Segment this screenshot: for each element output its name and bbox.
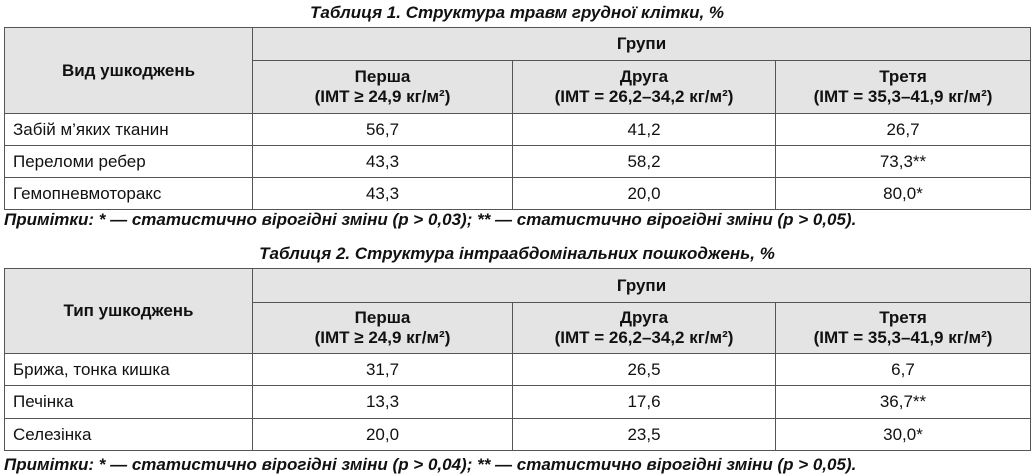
group-column-header: Третя (ІМТ = 35,3–41,9 кг/м²) [775,302,1031,354]
cell-value: 26,5 [512,353,776,386]
data-row: Селезінка 20,0 23,5 30,0* [4,418,1031,451]
table-note: Примітки: * — статистично вірогідні змін… [4,455,857,474]
row-label-header: Тип ушкоджень [4,268,253,354]
cell-value: 31,7 [252,353,513,386]
group-column-header: Третя (ІМТ = 35,3–41,9 кг/м²) [775,60,1031,114]
group-column-header: Друга (ІМТ = 26,2–34,2 кг/м²) [512,302,776,354]
cell-value: 80,0* [775,177,1031,210]
group-name: Третя [879,67,927,86]
group-bmi: (ІМТ = 26,2–34,2 кг/м²) [554,87,734,106]
cell-value: 17,6 [512,385,776,419]
cell-value: 43,3 [252,177,513,210]
row-label: Гемопневмоторакс [4,177,253,210]
data-row: Печінка 13,3 17,6 36,7** [4,385,1031,419]
cell-value: 23,5 [512,418,776,451]
row-label: Брижа, тонка кишка [4,353,253,386]
cell-value: 26,7 [775,113,1031,146]
group-header: Групи [252,268,1031,303]
cell-value: 20,0 [252,418,513,451]
cell-value: 20,0 [512,177,776,210]
group-name: Друга [619,67,669,86]
cell-value: 43,3 [252,145,513,178]
group-name: Третя [879,308,927,327]
data-row: Брижа, тонка кишка 31,7 26,5 6,7 [4,353,1031,386]
table-note: Примітки: * — статистично вірогідні змін… [4,210,857,229]
table-title: Таблиця 2. Структура інтраабдомінальних … [259,244,775,263]
group-name: Перша [354,67,411,86]
group-column-header: Перша (ІМТ ≥ 24,9 кг/м²) [252,302,513,354]
header-row: Вид ушкоджень Групи [4,27,1031,114]
group-bmi: (ІМТ ≥ 24,9 кг/м²) [314,328,451,347]
cell-value: 73,3** [775,145,1031,178]
row-label: Забій м’яких тканин [4,113,253,146]
cell-value: 56,7 [252,113,513,146]
header-row: Перша (ІМТ ≥ 24,9 кг/м²) Друга (ІМТ = 26,2–… [5,60,1031,114]
cell-value: 6,7 [775,353,1031,386]
cell-value: 30,0* [775,418,1031,451]
row-label: Переломи ребер [4,145,253,178]
data-table: Тип ушкоджень Групи Перша (ІМТ ≥ 24,9 кг/м²… [4,268,1031,451]
data-row: Забій м’яких тканин 56,7 41,2 26,7 [4,113,1031,146]
header-row: Перша (ІМТ ≥ 24,9 кг/м²) Друга (ІМТ = 26,2–… [5,302,1031,354]
group-bmi: (ІМТ ≥ 24,9 кг/м²) [314,87,451,106]
cell-value: 41,2 [512,113,776,146]
group-header: Групи [252,27,1031,61]
header-row: Тип ушкоджень Групи [4,268,1031,354]
data-row: Гемопневмоторакс 43,3 20,0 80,0* [4,177,1031,210]
group-bmi: (ІМТ = 35,3–41,9 кг/м²) [813,328,993,347]
data-table: Вид ушкоджень Групи Перша (ІМТ ≥ 24,9 кг/м²… [4,27,1031,210]
group-column-header: Друга (ІМТ = 26,2–34,2 кг/м²) [512,60,776,114]
cell-value: 36,7** [775,385,1031,419]
row-label-header: Вид ушкоджень [4,27,253,114]
table-title: Таблиця 1. Структура травм грудної клітк… [309,3,725,22]
group-name: Друга [619,308,669,327]
group-column-header: Перша (ІМТ ≥ 24,9 кг/м²) [252,60,513,114]
cell-value: 13,3 [252,385,513,419]
cell-value: 58,2 [512,145,776,178]
group-name: Перша [354,308,411,327]
data-row: Переломи ребер 43,3 58,2 73,3** [4,145,1031,178]
group-bmi: (ІМТ = 26,2–34,2 кг/м²) [554,328,734,347]
row-label: Печінка [4,385,253,419]
row-label: Селезінка [4,418,253,451]
group-bmi: (ІМТ = 35,3–41,9 кг/м²) [813,87,993,106]
